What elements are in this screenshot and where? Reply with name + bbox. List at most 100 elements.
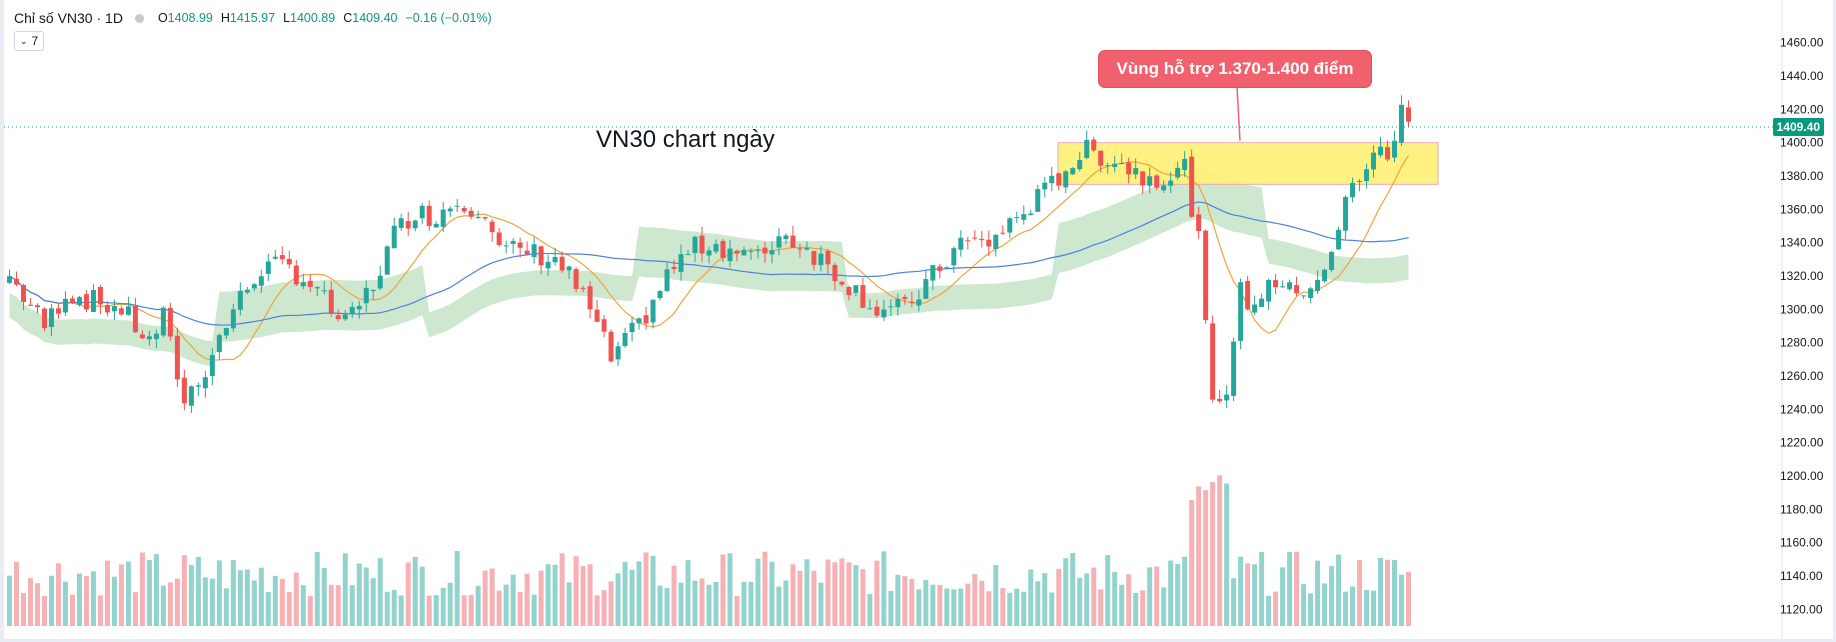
volume-bar [244,569,250,626]
candle-body [83,294,89,310]
candle-body [55,308,61,314]
volume-bar [412,556,418,626]
candle-body [524,250,530,255]
candle-body [573,269,579,289]
y-tick-label: 1320.00 [1780,269,1824,283]
volume-bar [307,595,313,626]
volume-bar [1119,584,1125,626]
candle-body [930,265,936,281]
volume-bar [1217,475,1223,626]
close-label: C [343,11,353,25]
candle-body [146,336,152,340]
volume-bar [685,560,691,626]
candle-body [1406,107,1412,122]
volume-bar [342,553,348,626]
candle-body [272,256,278,259]
support-zone-callout: Vùng hỗ trợ 1.370-1.400 điểm [1099,51,1371,87]
candle-body [538,246,544,266]
candle-body [1098,150,1104,166]
volume-bar [972,574,978,626]
volume-bar [13,561,19,626]
candle-body [818,253,824,266]
volume-bar [510,574,516,626]
candle-body [454,205,460,207]
candle-body [776,236,782,248]
volume-bar [965,583,971,626]
candle-body [160,307,166,336]
volume-bar [328,584,334,626]
candle-body [62,298,68,313]
volume-bar [230,560,236,626]
candle-body [783,235,789,240]
volume-bar [608,581,614,626]
candle-body [1161,185,1167,191]
candle-body [440,209,446,227]
candle-body [979,238,985,241]
volume-bar [678,582,684,626]
indicators-toggle[interactable]: ⌄ 7 [14,31,45,51]
symbol-title[interactable]: Chỉ số VN30 · 1D [14,10,123,26]
volume-bar [804,559,810,626]
candle-body [629,322,635,333]
candle-body [594,309,600,322]
candle-body [587,286,593,310]
candle-body [811,250,817,265]
volume-bar [1196,486,1202,626]
candle-body [685,254,691,256]
candle-body [48,308,54,328]
volume-bar [62,581,68,626]
volume-bar [944,588,950,626]
candle-body [1140,171,1146,186]
volume-bar [125,561,131,626]
volume-bar [300,585,306,626]
volume-bar [601,590,607,626]
volume-bar [930,584,936,626]
candle-body [559,256,565,271]
candle-body [958,237,964,250]
candle-body [139,334,145,339]
candle-body [230,309,236,329]
candle-body [909,301,915,304]
volume-bar [867,594,873,626]
volume-bar [146,560,152,626]
candle-body [1091,139,1097,151]
candle-body [447,208,453,212]
volume-bar [776,586,782,626]
volume-bar [1161,587,1167,626]
candle-body [1224,394,1230,401]
candle-body [76,297,82,305]
volume-bar [503,584,509,626]
volume-bar [545,564,551,626]
candle-body [398,218,404,228]
candle-body [1028,213,1034,215]
y-tick-label: 1340.00 [1780,236,1824,250]
candle-body [1203,230,1209,321]
y-tick-label: 1300.00 [1780,302,1824,316]
callout-pointer [1236,86,1241,141]
volume-bar [1357,560,1363,626]
volume-bar [426,595,432,626]
volume-bar [237,570,243,626]
volume-bar [594,595,600,626]
volume-bar [986,591,992,626]
candle-body [622,332,628,346]
candle-body [1105,165,1111,167]
volume-bar [783,580,789,626]
volume-bar [692,580,698,626]
volume-bar [993,565,999,626]
volume-bar [1252,564,1258,626]
volume-bar [664,588,670,626]
volume-bar [1140,590,1146,626]
candle-body [475,216,481,218]
volume-bar [48,575,54,626]
volume-bar [1105,555,1111,626]
candle-body [986,239,992,247]
candle-body [181,377,187,404]
candle-body [517,242,523,248]
candle-body [391,225,397,249]
volume-bar [657,585,663,626]
candle-body [552,256,558,263]
volume-bar [1189,500,1195,626]
